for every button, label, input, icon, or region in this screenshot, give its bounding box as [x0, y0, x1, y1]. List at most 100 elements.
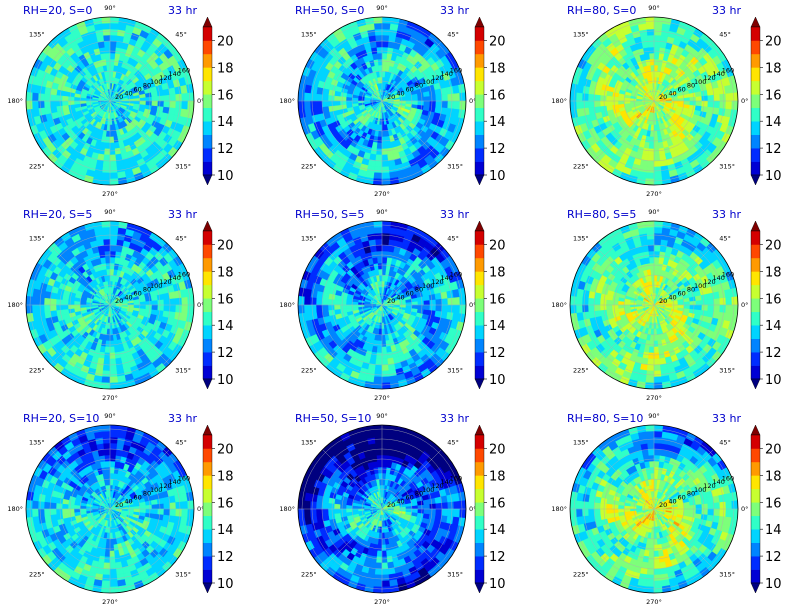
field-cell	[653, 154, 661, 162]
panel-title: RH=50, S=5	[295, 208, 364, 221]
angle-tick-label: 90°	[104, 208, 116, 216]
field-cell	[372, 221, 383, 228]
field-cell	[169, 100, 177, 109]
field-cell	[447, 100, 455, 109]
field-cell	[109, 232, 118, 240]
field-cell	[109, 352, 116, 360]
field-cell	[423, 299, 431, 306]
colorbar-segment	[475, 107, 484, 122]
radial-tick-label: 160	[722, 66, 734, 74]
colorbar-segment	[751, 53, 760, 68]
angle-tick-label: 45°	[719, 31, 731, 39]
field-cell	[145, 304, 153, 310]
colorbar-segment	[203, 161, 212, 176]
field-cell	[328, 293, 336, 301]
radial-tick-label: 20	[387, 297, 395, 305]
field-cell	[321, 94, 329, 102]
field-cell	[435, 298, 443, 306]
colorbar-segment	[203, 365, 212, 380]
field-cell	[101, 226, 111, 234]
field-cell	[593, 100, 601, 108]
radial-tick-label: 60	[406, 86, 414, 94]
angular-grid-line	[381, 100, 442, 161]
field-cell	[56, 89, 64, 97]
field-cell	[671, 304, 679, 308]
field-cell	[453, 304, 461, 314]
field-cell	[103, 244, 111, 252]
field-cell	[719, 100, 727, 109]
field-cell	[101, 376, 111, 384]
field-cell	[109, 34, 118, 42]
radial-tick-label: 160	[178, 270, 190, 278]
field-cell	[104, 148, 111, 156]
colorbar-segment	[203, 67, 212, 82]
field-cell	[109, 172, 119, 180]
field-cell	[575, 100, 583, 110]
angle-tick-label: 270°	[374, 190, 390, 198]
field-cell	[61, 95, 69, 102]
field-cell	[381, 17, 392, 24]
field-cell	[31, 296, 39, 306]
colorbar-segment	[475, 121, 484, 135]
field-cell	[605, 95, 613, 102]
field-cell	[163, 298, 171, 306]
colorbar-extend-top	[474, 220, 485, 232]
field-cell	[441, 100, 449, 109]
colorbar-segment	[475, 94, 484, 109]
field-cell	[109, 364, 118, 372]
field-cell	[109, 76, 113, 84]
field-cell	[104, 250, 111, 258]
field-cell	[453, 100, 461, 110]
field-cell	[157, 304, 165, 311]
field-cell	[104, 346, 111, 354]
field-cell	[376, 346, 383, 354]
angular-grid-line	[381, 41, 442, 102]
field-cell	[374, 232, 383, 240]
field-cell	[100, 382, 111, 389]
field-cell	[617, 96, 625, 102]
field-cell	[104, 46, 111, 54]
field-cell	[357, 302, 365, 306]
field-cell	[37, 93, 45, 102]
field-cell	[381, 22, 391, 30]
field-cell	[653, 346, 660, 354]
field-cell	[707, 94, 715, 102]
colorbar-segment	[475, 40, 484, 55]
field-cell	[649, 340, 655, 348]
field-cell	[104, 352, 111, 360]
field-cell	[73, 300, 81, 306]
angle-tick-label: 225°	[301, 366, 317, 374]
colorbar-segment	[475, 338, 484, 353]
field-cell	[333, 299, 341, 306]
radial-tick-label: 80	[143, 286, 151, 294]
colorbar-segment	[203, 53, 212, 68]
field-cell	[651, 322, 655, 330]
field-cell	[109, 226, 119, 234]
field-cell	[105, 136, 111, 144]
field-cell	[375, 154, 383, 162]
colorbar-tick-label: 14	[489, 319, 506, 334]
field-cell	[373, 226, 383, 234]
field-cell	[725, 100, 733, 110]
radial-tick-label: 140	[440, 70, 452, 78]
colorbar-segment	[751, 40, 760, 55]
polar-outline	[25, 16, 195, 186]
field-cell	[156, 105, 164, 113]
radial-tick-label: 20	[387, 93, 395, 101]
field-cell	[650, 328, 655, 336]
field-cell	[381, 244, 389, 252]
field-cell	[648, 142, 655, 150]
field-cell	[381, 232, 390, 240]
field-cell	[373, 22, 383, 30]
panel-time-label: 33 hr	[168, 208, 197, 221]
field-cell	[381, 46, 388, 54]
field-cell	[381, 76, 385, 84]
field-cell	[175, 93, 183, 102]
field-cell	[102, 364, 111, 372]
angle-tick-label: 315°	[175, 162, 191, 170]
field-cell	[645, 22, 655, 30]
field-cell	[648, 148, 655, 156]
panel-title: RH=50, S=0	[295, 4, 364, 17]
field-cell	[429, 100, 437, 107]
